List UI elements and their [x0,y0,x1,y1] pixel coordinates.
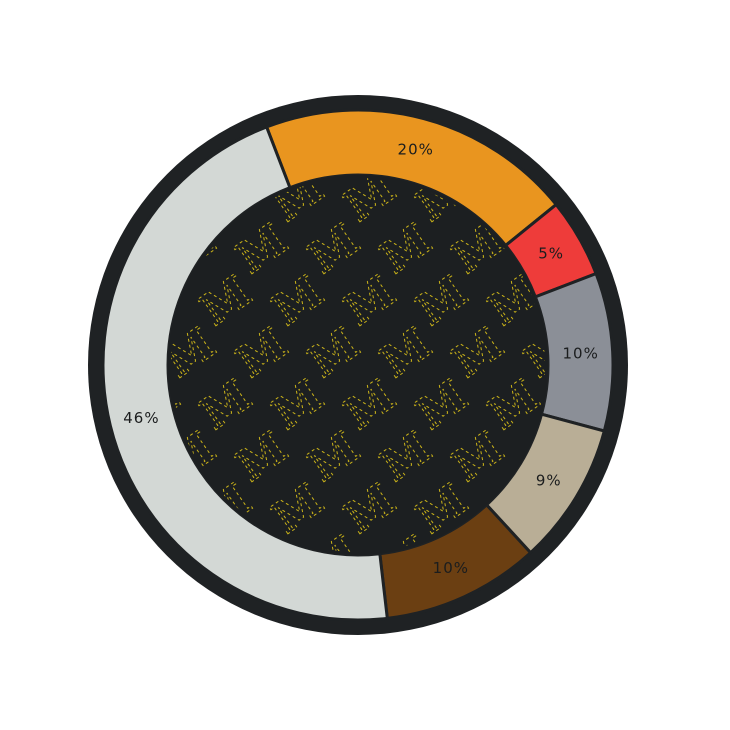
monogram-m-icon: M [83,110,152,180]
slice-label-1: 5% [538,245,564,263]
slice-label-0: 20% [398,141,434,159]
slice-label-2: 10% [563,344,599,362]
slice-labels-group: 20% 5% 10% 9% 10% 46% [123,141,599,577]
monogram-m-icon: M [83,526,152,596]
slice-label-4: 10% [433,559,469,577]
slices-group [101,108,615,622]
slice-label-5: 46% [123,409,159,427]
center-disc [168,175,548,555]
slice-label-3: 9% [536,472,562,490]
